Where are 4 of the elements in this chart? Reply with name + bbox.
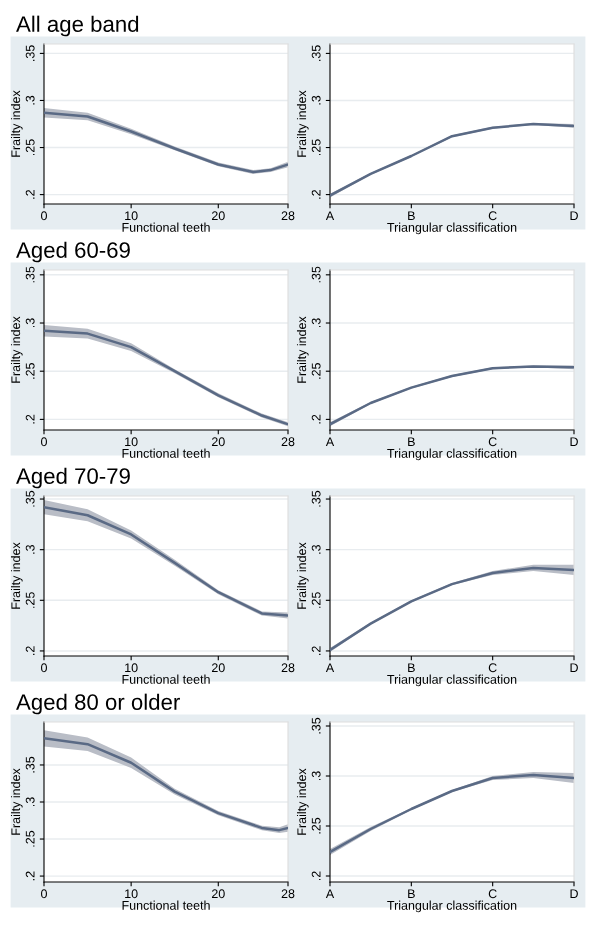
- chart-title: Aged 70-79: [16, 467, 130, 489]
- chart-title: Aged 80 or older: [16, 693, 180, 715]
- chart-title: Aged 60-69: [16, 241, 130, 263]
- chart-title: All age band: [16, 15, 139, 37]
